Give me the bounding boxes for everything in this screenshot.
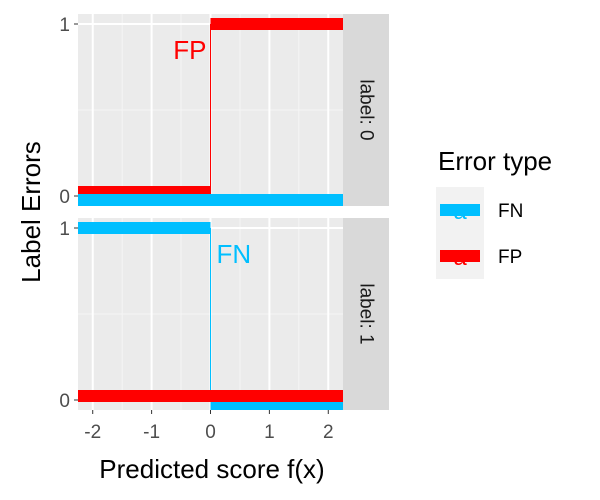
legend-key-line	[440, 250, 480, 262]
x-tick-label: 1	[264, 422, 275, 443]
facet-strip-label: label: 1	[356, 283, 377, 344]
facet-panels: FP 0 1 label: 0 FN 0 1 label: 1	[59, 14, 389, 412]
y-tick-label: 0	[59, 391, 70, 412]
facet-panel: FN 0 1 label: 1	[59, 218, 389, 412]
x-axis: -2 -1 0 1 2	[84, 410, 334, 443]
y-axis-title: Label Errors	[16, 141, 46, 283]
annotation-fp: FP	[173, 35, 206, 65]
legend-key-line	[440, 204, 480, 216]
x-tick-label: -2	[84, 422, 101, 443]
x-tick-label: 0	[205, 422, 216, 443]
legend-key-glyph: a	[453, 244, 467, 271]
series-fp	[78, 390, 343, 402]
facet-strip	[343, 218, 389, 410]
annotation-fn: FN	[217, 239, 252, 269]
y-tick-label: 1	[59, 219, 70, 240]
series-layer	[78, 18, 343, 206]
facet-strip-label: label: 0	[356, 79, 377, 140]
legend-key-glyph: a	[453, 198, 467, 225]
step-segment-fn	[78, 194, 343, 206]
y-tick-label: 0	[59, 187, 70, 208]
step-segment-fp	[78, 390, 343, 402]
legend-item-fp: a FP	[436, 233, 522, 279]
x-axis-title: Predicted score f(x)	[99, 454, 324, 484]
legend-title: Error type	[438, 146, 552, 176]
legend-label: FP	[498, 247, 522, 268]
facet-panel: FP 0 1 label: 0	[59, 14, 389, 208]
legend-item-fn: a FN	[436, 187, 523, 233]
legend: Error type a FN a FP	[436, 146, 552, 279]
x-tick-label: 2	[323, 422, 334, 443]
facet-strip	[343, 14, 389, 206]
legend-label: FN	[498, 201, 523, 222]
series-fn	[78, 194, 343, 206]
series-layer	[78, 222, 343, 410]
step-segment-fp	[210, 18, 343, 30]
y-tick-label: 1	[59, 15, 70, 36]
step-segment-fn	[78, 222, 211, 234]
x-tick-label: -1	[143, 422, 160, 443]
